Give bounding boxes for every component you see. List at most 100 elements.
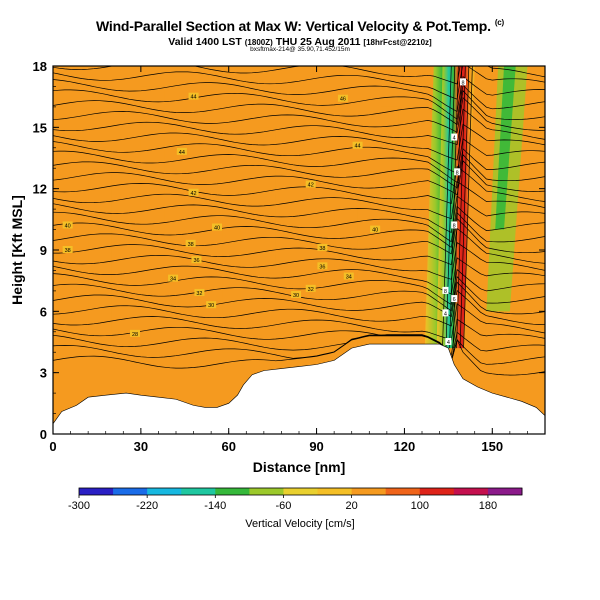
contour-label-bg <box>460 78 466 86</box>
colorbar-tick-label: -220 <box>136 500 158 512</box>
colorbar-swatch <box>317 488 353 495</box>
forecast-label: [18hrFcst@2210z] <box>363 38 432 47</box>
updraft-label: 8 <box>444 289 447 295</box>
weak-updraft-band <box>258 127 276 271</box>
colorbar-swatch <box>283 488 319 495</box>
contour-label-bg <box>206 301 217 309</box>
x-tick-label: 30 <box>134 439 148 454</box>
contour-label-bg <box>188 92 199 100</box>
y-axis-label: Height [Kft MSL] <box>9 195 25 305</box>
colorbar-tick-label: -60 <box>276 500 292 512</box>
chart-title: Wind-Parallel Section at Max W: Vertical… <box>0 18 600 34</box>
isentrope-line <box>53 303 545 341</box>
updraft-label: 4 <box>447 340 450 346</box>
contour-label-bg <box>194 288 205 296</box>
updraft-label: 4 <box>453 136 456 142</box>
updraft-label: 8 <box>456 170 459 176</box>
colorbar-tick-label: -140 <box>204 500 226 512</box>
contour-label-bg <box>451 295 458 303</box>
contour-label-bg <box>188 188 199 196</box>
contour-label-bg <box>337 94 348 102</box>
isentrope-line <box>53 66 545 100</box>
theta-label: 42 <box>308 183 314 189</box>
colorbar-tick-label: 100 <box>411 500 429 512</box>
theta-label: 44 <box>191 95 197 101</box>
theta-label: 44 <box>355 144 361 150</box>
isentrope-line <box>53 195 545 234</box>
x-axis-label: Distance [nm] <box>253 459 346 475</box>
y-tick-label: 9 <box>40 243 47 258</box>
x-tick-label: 90 <box>309 439 323 454</box>
isentrope-line <box>53 123 545 161</box>
contour-label-bg <box>445 338 452 345</box>
contour-label-bg <box>317 262 328 270</box>
contour-label-bg <box>352 141 363 149</box>
x-tick-label: 0 <box>49 439 56 454</box>
weak-updraft-band <box>140 86 165 250</box>
colorbar-swatch <box>487 488 523 495</box>
isentrope-line <box>53 154 545 189</box>
contour-label-bg <box>305 180 316 188</box>
colorbar-swatch <box>147 488 182 495</box>
theta-label: 38 <box>188 242 194 248</box>
theta-label: 36 <box>319 264 325 270</box>
theta-label: 38 <box>319 246 325 252</box>
contour-label-bg <box>370 225 381 233</box>
y-tick-label: 18 <box>33 59 47 74</box>
theta-label: 46 <box>340 97 346 103</box>
theta-label: 34 <box>346 275 352 281</box>
x-tick-label: 120 <box>394 439 416 454</box>
updraft-contour <box>459 66 470 349</box>
contour-label-bg <box>451 133 458 141</box>
contour-label-bg <box>305 284 316 292</box>
theta-label: 40 <box>372 228 378 234</box>
contour-label-bg <box>168 274 179 282</box>
colorbar-swatch <box>249 488 284 495</box>
valid-label: Valid 1400 LST <box>168 36 242 48</box>
updraft-contour <box>456 66 466 349</box>
contour-label-bg <box>454 168 461 176</box>
updraft-label: 8 <box>461 80 464 86</box>
colorbar-frame <box>78 487 523 496</box>
isentrope-line <box>53 160 545 196</box>
isentrope-line <box>53 90 545 126</box>
contour-label-bg <box>62 221 73 229</box>
isentrope-line <box>53 227 545 266</box>
weak-updraft-band <box>222 188 241 353</box>
isentrope-line <box>53 211 545 249</box>
isentrope-line <box>53 281 545 318</box>
isentrope-line <box>53 108 545 146</box>
colorbar-swatch <box>351 488 387 495</box>
isentrope-line <box>53 75 545 113</box>
updraft-label: 6 <box>453 297 456 303</box>
colorbar-tick-label: 180 <box>479 500 497 512</box>
contour-label-bg <box>291 290 302 298</box>
contour-label-bg <box>442 309 449 317</box>
valid-date: THU 25 Aug 2011 <box>275 36 361 48</box>
colorbar-swatch <box>113 488 148 495</box>
updraft-contour <box>463 66 473 349</box>
x-tick-label: 60 <box>221 439 235 454</box>
contour-label-bg <box>212 223 222 231</box>
colorbar-swatch <box>385 488 421 495</box>
isentrope-line <box>53 268 545 306</box>
isentrope-line <box>53 205 545 243</box>
theta-label: 28 <box>132 332 138 338</box>
isentrope-line <box>53 217 545 255</box>
contour-label-bg <box>451 221 458 229</box>
x-tick-label: 150 <box>481 439 503 454</box>
run-info: bxsftmax-214@ 35.90,71.452/15m <box>250 46 350 53</box>
weak-updraft-band <box>381 106 399 250</box>
contour-label-bg <box>317 243 328 251</box>
isentrope-line <box>53 165 545 204</box>
colorbar-tick-label: -300 <box>68 500 90 512</box>
colorbar-swatch <box>419 488 455 495</box>
isentrope-line <box>53 289 545 327</box>
theta-label: 30 <box>293 293 299 299</box>
weak-updraft-band <box>88 147 112 332</box>
theta-label: 32 <box>308 287 314 293</box>
theta-label: 30 <box>208 303 214 309</box>
y-tick-label: 12 <box>33 182 47 197</box>
theta-label: 32 <box>196 291 202 297</box>
